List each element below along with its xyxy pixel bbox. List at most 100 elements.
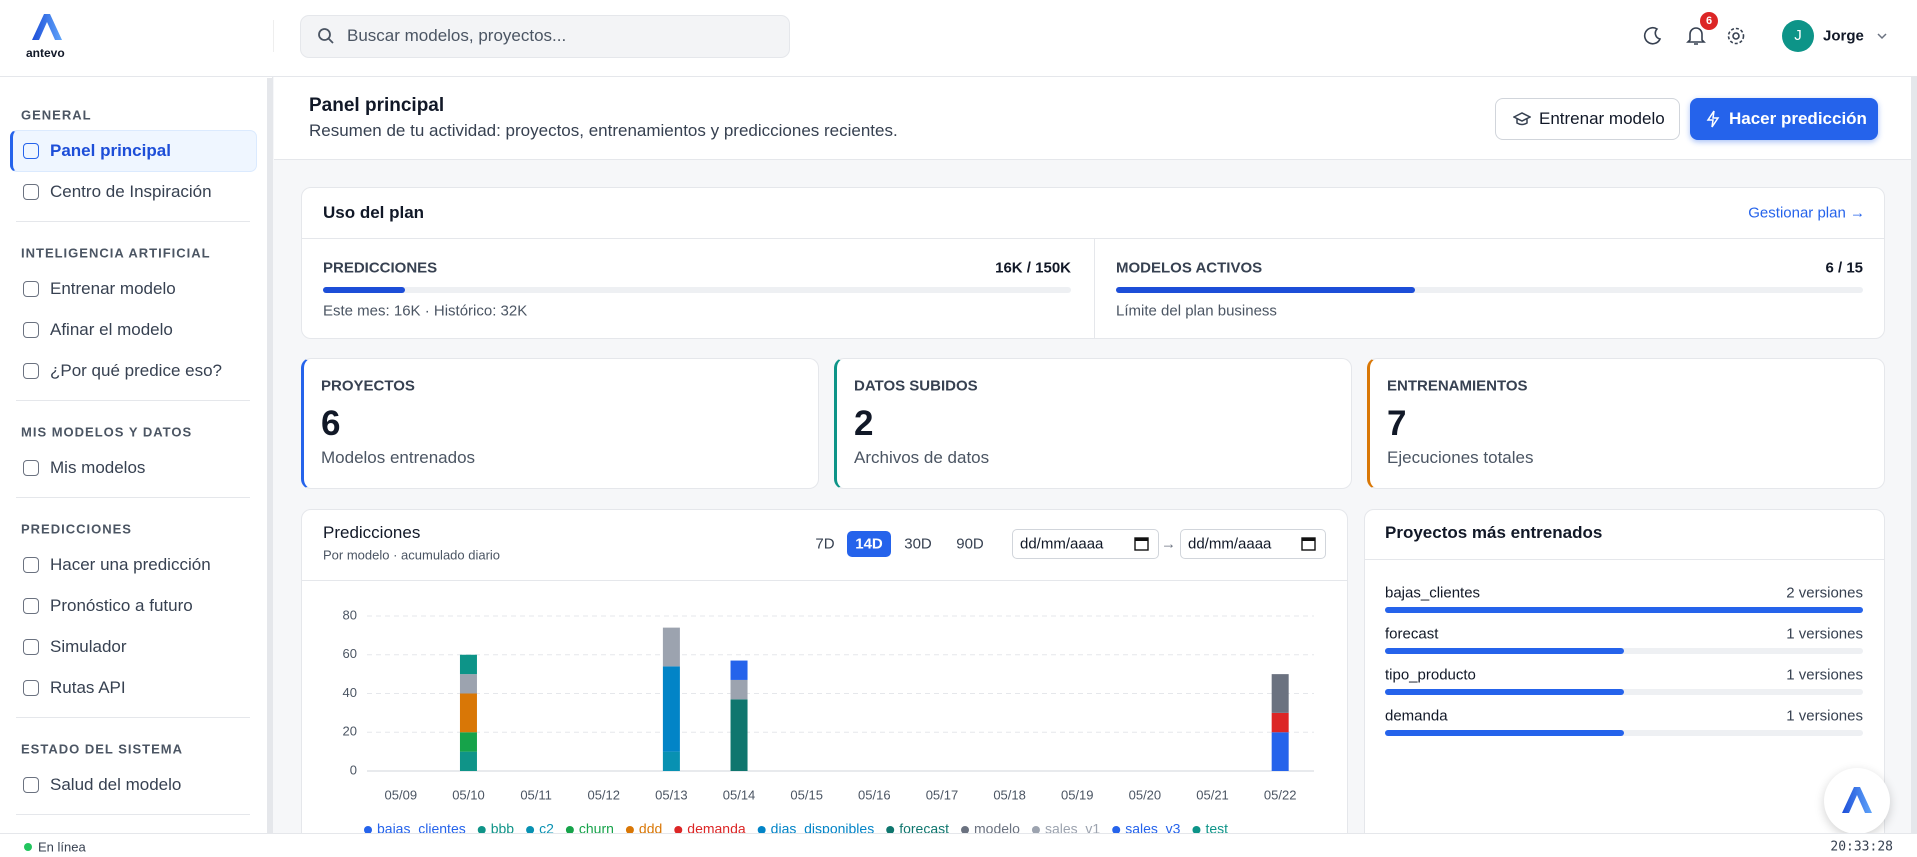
user-name[interactable]: Jorge [1823, 27, 1864, 45]
search-box[interactable] [300, 15, 790, 58]
divider [273, 20, 274, 52]
x-tick-label: 05/14 [723, 787, 756, 802]
nav-icon [23, 363, 39, 379]
date-from[interactable] [1012, 529, 1159, 559]
section-title: INTELIGENCIA ARTIFICIAL [21, 245, 211, 261]
divider [16, 400, 250, 401]
logo-mark [32, 14, 62, 40]
range-button[interactable] [847, 531, 891, 557]
settings[interactable] [1726, 26, 1746, 46]
x-tick-label: 05/13 [655, 787, 688, 802]
divider [16, 497, 250, 498]
date-from-text[interactable]: dd/mm/aaaa [1020, 535, 1104, 553]
search-icon [318, 28, 334, 44]
nav-item[interactable]: Entrenar modelo [50, 279, 176, 298]
top-bar [0, 0, 1917, 77]
range-label[interactable]: 14D [855, 535, 883, 553]
nav-item[interactable]: Rutas API [50, 678, 126, 697]
nav-icon [23, 184, 39, 200]
metric-label: MODELOS ACTIVOS [1116, 259, 1263, 277]
range-label[interactable]: 90D [956, 535, 984, 553]
user-menu-chevron[interactable] [1876, 31, 1888, 41]
divider [16, 814, 250, 815]
bar-segment [459, 654, 477, 675]
legend-swatch [757, 826, 766, 833]
date-to[interactable] [1180, 529, 1326, 559]
stat-card [301, 358, 819, 489]
nav-item[interactable]: Panel principal [50, 141, 171, 160]
search-placeholder: Buscar modelos, proyectos... [347, 26, 567, 45]
legend-label: modelo [974, 821, 1020, 833]
train-icon [1513, 112, 1531, 126]
page-title: Panel principal [309, 95, 445, 116]
bar-segment [459, 693, 477, 733]
progress-fill [1116, 287, 1415, 293]
nav-icon [23, 460, 39, 476]
nav-item[interactable]: Simulador [50, 637, 127, 656]
stat-card [834, 358, 1352, 489]
nav-icon [23, 777, 39, 793]
divider [1094, 239, 1095, 338]
x-tick-label: 05/11 [520, 787, 552, 802]
nav-item[interactable]: Mis modelos [50, 458, 146, 477]
nav-item[interactable]: Centro de Inspiración [50, 182, 212, 201]
legend-swatch [1112, 826, 1121, 833]
x-tick-label: 05/16 [858, 787, 891, 802]
theme-toggle[interactable] [1643, 26, 1663, 46]
range-label[interactable]: 7D [815, 535, 835, 553]
active-item-bg[interactable] [10, 130, 257, 172]
notifications[interactable] [1686, 25, 1706, 47]
nav-item[interactable]: Pronóstico a futuro [50, 596, 193, 615]
progress-track [1385, 648, 1863, 654]
x-tick-label: 05/12 [587, 787, 620, 802]
bar-segment [730, 679, 748, 700]
plan-link[interactable]: Gestionar plan → [1748, 204, 1865, 222]
predict-button[interactable] [1690, 98, 1878, 140]
stat-note: Modelos entrenados [321, 448, 476, 467]
stat-value: 6 [321, 404, 341, 443]
divider [16, 717, 250, 718]
project-name: demanda [1385, 707, 1448, 725]
legend-label: demanda [687, 821, 746, 833]
nav-icon [23, 557, 39, 573]
assistant-button[interactable] [1824, 768, 1890, 834]
nav-icon [23, 639, 39, 655]
plan-title: Uso del plan [323, 203, 425, 222]
nav-item[interactable]: Hacer una predicción [50, 555, 211, 574]
nav-item[interactable]: Afinar el modelo [50, 320, 173, 339]
divider [16, 221, 250, 222]
stat-note: Ejecuciones totales [1387, 448, 1534, 467]
sidebar-scrollbar[interactable] [267, 78, 273, 833]
project-bar [1385, 730, 1624, 736]
y-tick-label: 40 [343, 685, 357, 700]
y-tick-label: 60 [343, 646, 357, 661]
main-scrollbar[interactable] [1911, 77, 1917, 833]
range-label[interactable]: 30D [904, 535, 932, 553]
project-count: 1 versiones [1786, 707, 1863, 725]
train-button-label[interactable]: Entrenar modelo [1539, 109, 1665, 128]
date-to-text[interactable]: dd/mm/aaaa [1188, 535, 1272, 553]
progress-track [1385, 730, 1863, 736]
assistant-logo [1842, 787, 1872, 813]
legend-swatch [477, 826, 486, 833]
nav-item[interactable]: ¿Por qué predice eso? [50, 361, 222, 380]
status-text: En línea [38, 839, 86, 855]
legend-swatch [1192, 826, 1201, 833]
nav-icon [23, 143, 39, 159]
stat-value: 7 [1387, 404, 1407, 443]
bar-segment [1271, 674, 1289, 713]
predict-button-label[interactable]: Hacer predicción [1729, 109, 1867, 128]
x-tick-label: 05/19 [1061, 787, 1094, 802]
nav-item[interactable]: Salud del modelo [50, 775, 182, 794]
metric-label: PREDICCIONES [323, 259, 438, 277]
avatar[interactable]: J [1782, 20, 1814, 52]
projects-title: Proyectos más entrenados [1385, 523, 1603, 542]
legend-swatch [364, 826, 372, 833]
project-name: forecast [1385, 625, 1439, 643]
legend-swatch [1031, 826, 1040, 833]
bar-segment [459, 674, 477, 694]
x-tick-label: 05/10 [452, 787, 485, 802]
legend-label: forecast [899, 821, 949, 833]
legend-swatch [886, 826, 895, 833]
